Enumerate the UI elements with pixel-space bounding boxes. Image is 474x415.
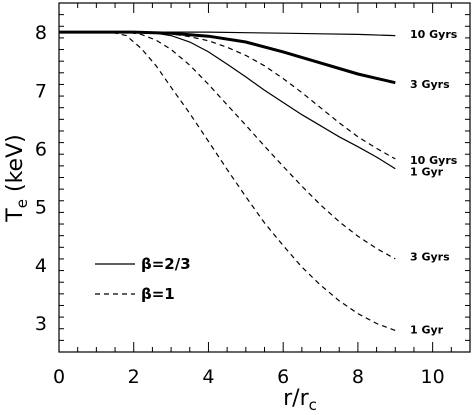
- curve-dashed-1-gyr: [59, 31, 396, 332]
- y-tick-label: 8: [35, 22, 47, 44]
- y-axis-label: Te (keV): [3, 134, 31, 222]
- curve-label: 1 Gyr: [410, 166, 444, 179]
- curve-label: 10 Gyrs: [410, 28, 458, 41]
- curve-dashed-10-gyrs: [59, 31, 396, 160]
- x-tick-label: 10: [421, 366, 445, 388]
- data-curves: [59, 30, 396, 332]
- y-axis-label-unit: (keV): [3, 134, 28, 199]
- axis-ticks: [58, 2, 471, 353]
- curve-label: 3 Gyrs: [410, 78, 450, 91]
- curve-label: 1 Gyr: [410, 323, 444, 336]
- x-axis-label-subscript: c: [309, 396, 317, 414]
- tick-labels: 0 2 4 6 8 10 3 4 5 6 7 8: [35, 22, 445, 388]
- x-tick-label: 4: [202, 366, 214, 388]
- legend-label-solid: β=2/3: [141, 255, 191, 273]
- curve-solid-1-gyr: [59, 31, 396, 170]
- curve-label: 3 Gyrs: [410, 251, 450, 264]
- y-tick-label: 7: [35, 80, 47, 102]
- legend: β=2/3 β=1: [95, 255, 191, 303]
- x-tick-label: 0: [53, 366, 65, 388]
- y-tick-label: 5: [35, 197, 47, 219]
- x-tick-label: 8: [352, 366, 364, 388]
- x-axis-label: r/rc: [283, 386, 317, 414]
- legend-label-dashed: β=1: [141, 285, 175, 303]
- y-tick-label: 3: [35, 313, 47, 335]
- y-tick-label: 6: [35, 138, 47, 160]
- plot-frame: [58, 2, 471, 353]
- y-axis-label-main: T: [3, 208, 28, 223]
- x-tick-label: 2: [128, 366, 140, 388]
- y-axis-label-subscript: e: [13, 199, 31, 208]
- x-tick-label: 6: [277, 366, 289, 388]
- curve-dashed-3-gyrs: [59, 31, 396, 260]
- y-tick-label: 4: [35, 255, 47, 277]
- x-axis-label-main: r/r: [283, 386, 309, 411]
- curve-label: 10 Gyrs: [410, 154, 458, 167]
- curve-solid-3-gyrs: [59, 30, 396, 85]
